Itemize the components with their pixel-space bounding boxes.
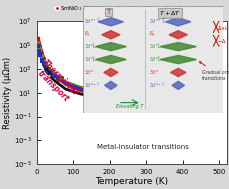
Polygon shape <box>104 81 117 89</box>
Text: $3d^n$: $3d^n$ <box>148 68 158 77</box>
Polygon shape <box>159 43 196 51</box>
Polygon shape <box>170 68 185 77</box>
Text: $3d^n\bar{L}$: $3d^n\bar{L}$ <box>148 55 161 64</box>
Text: Thermistor
transport: Thermistor transport <box>33 58 80 105</box>
Text: $T+\Delta T$: $T+\Delta T$ <box>158 9 180 17</box>
Text: $3d^n\bar{L}$: $3d^n\bar{L}$ <box>83 55 96 64</box>
Text: $E_g$: $E_g$ <box>148 30 155 40</box>
Text: $3d^n\bar{L}$: $3d^n\bar{L}$ <box>148 42 161 51</box>
Polygon shape <box>165 18 190 26</box>
Polygon shape <box>168 31 186 39</box>
Text: $3d^{n-1}$: $3d^{n-1}$ <box>83 81 99 90</box>
Polygon shape <box>101 31 120 39</box>
Polygon shape <box>95 55 126 64</box>
Text: Metal-insulator transitions: Metal-insulator transitions <box>96 144 188 150</box>
Polygon shape <box>104 68 117 77</box>
Text: $3d^{n+1}\!\bar{L}$: $3d^{n+1}\!\bar{L}$ <box>148 17 166 26</box>
Text: $3d^{n+1}\!\bar{L}$: $3d^{n+1}\!\bar{L}$ <box>83 17 101 26</box>
Polygon shape <box>171 81 184 89</box>
Text: $E_g$: $E_g$ <box>83 30 90 40</box>
Text: $-\Delta$: $-\Delta$ <box>216 37 225 45</box>
Y-axis label: Resistivity (μΩm): Resistivity (μΩm) <box>3 57 12 129</box>
Text: T: T <box>106 9 110 15</box>
Text: Elevating T: Elevating T <box>116 104 143 109</box>
Polygon shape <box>159 55 196 64</box>
X-axis label: Temperature (K): Temperature (K) <box>95 177 167 186</box>
Text: Gradual orbital
transitions: Gradual orbital transitions <box>199 62 229 81</box>
Polygon shape <box>98 18 123 26</box>
Text: $3d^n\bar{L}$: $3d^n\bar{L}$ <box>83 42 96 51</box>
Text: $\Delta$+U: $\Delta$+U <box>216 24 228 32</box>
Text: $3d^n$: $3d^n$ <box>83 68 93 77</box>
Polygon shape <box>95 43 126 51</box>
Text: $3d^{n-1}$: $3d^{n-1}$ <box>148 81 164 90</box>
Legend: SmNiO$_3$, EuNiO$_3$, Nd$_{0.5}$Sm$_{0.5}$NiO$_3$, Nd$_{0.25}$Sm$_{0.75}$NiO$_3$: SmNiO$_3$, EuNiO$_3$, Nd$_{0.5}$Sm$_{0.5… <box>55 4 207 13</box>
